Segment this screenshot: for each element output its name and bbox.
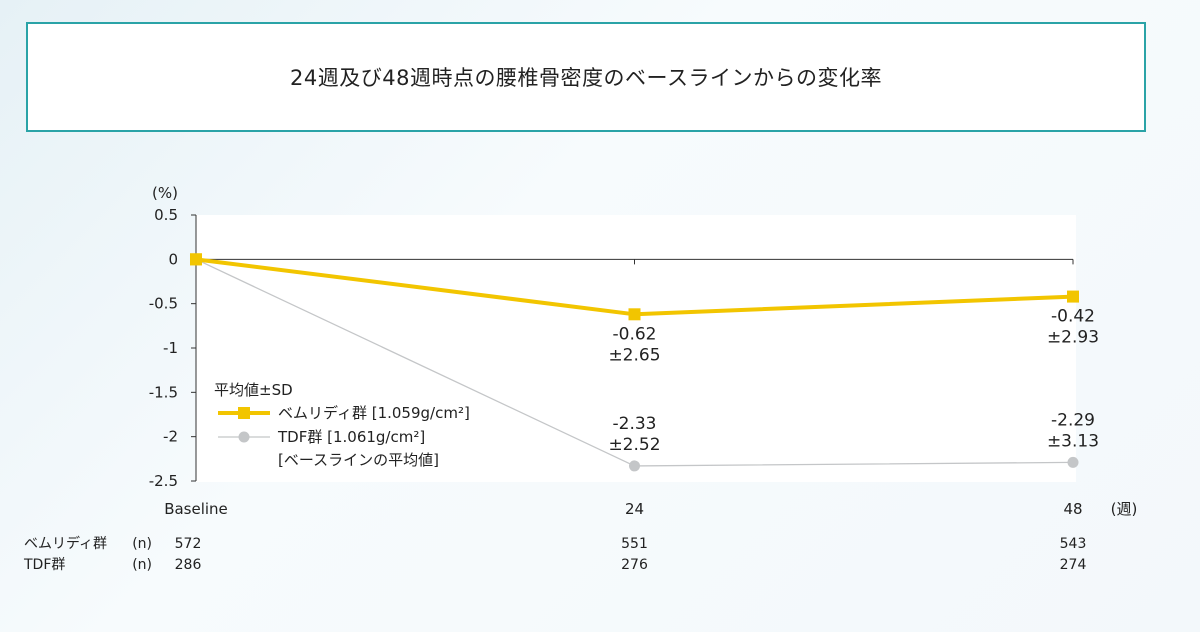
data-point-1 — [1067, 456, 1079, 468]
n-table-value: 572 — [175, 536, 202, 552]
n-table-unit: (n) — [132, 557, 152, 573]
n-table-value: 276 — [621, 557, 648, 573]
legend-title: 平均値±SD — [214, 381, 293, 399]
x-tick-label: Baseline — [164, 500, 228, 518]
legend-swatch-marker — [238, 431, 250, 443]
y-tick-label: -2.5 — [149, 472, 178, 490]
n-table-value: 274 — [1060, 557, 1087, 573]
data-label-sd: ±2.52 — [608, 435, 660, 455]
chart-title: 24週及び48週時点の腰椎骨密度のベースラインからの変化率 — [290, 66, 882, 90]
n-table-value: 543 — [1060, 536, 1087, 552]
data-label-sd: ±2.65 — [608, 345, 660, 365]
y-tick-label: 0.5 — [154, 206, 178, 224]
y-tick-label: -1.5 — [149, 383, 178, 401]
y-tick-label: 0 — [168, 250, 178, 268]
n-table-label: TDF群 — [23, 557, 65, 573]
data-point-0 — [628, 308, 641, 321]
n-table-value: 286 — [175, 557, 202, 573]
data-label-value: -2.33 — [613, 414, 657, 434]
data-label-value: -0.62 — [613, 324, 657, 344]
x-axis-label: (週) — [1111, 500, 1138, 518]
data-label-value: -0.42 — [1051, 307, 1095, 327]
x-tick-label: 24 — [625, 500, 644, 518]
legend-entry-note: [ベースラインの平均値] — [278, 451, 439, 469]
n-table-unit: (n) — [132, 536, 152, 552]
y-tick-label: -0.5 — [149, 295, 178, 313]
legend-entry: TDF群 [1.061g/cm²] — [277, 428, 425, 446]
n-table-value: 551 — [621, 536, 648, 552]
y-axis-label: (%) — [152, 184, 178, 202]
legend-swatch-marker — [238, 407, 250, 419]
x-tick-label: 48 — [1063, 500, 1082, 518]
data-label-value: -2.29 — [1051, 410, 1095, 430]
data-point-1 — [629, 460, 640, 472]
y-tick-label: -2 — [163, 428, 178, 446]
chart-title-box: 24週及び48週時点の腰椎骨密度のベースラインからの変化率 — [26, 22, 1146, 132]
y-tick-label: -1 — [163, 339, 178, 357]
data-label-sd: ±3.13 — [1047, 431, 1099, 451]
data-point-0-top — [190, 253, 202, 266]
legend-entry: ベムリディ群 [1.059g/cm²] — [278, 404, 470, 422]
data-point-0 — [1067, 290, 1079, 303]
n-table-label: ベムリディ群 — [24, 535, 107, 552]
data-label-sd: ±2.93 — [1047, 328, 1099, 348]
